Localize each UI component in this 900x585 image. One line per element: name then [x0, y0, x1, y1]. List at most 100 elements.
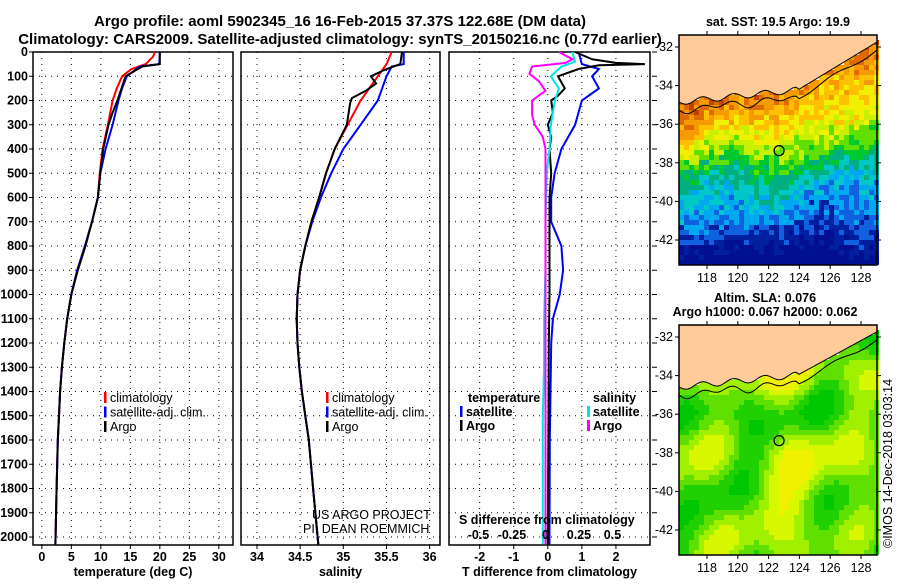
map-cell	[729, 430, 734, 435]
map-cell	[699, 175, 704, 180]
y-tick-label: 1700	[0, 457, 28, 471]
map-cell	[754, 95, 759, 100]
map-cell	[804, 190, 809, 195]
map-cell	[784, 230, 789, 235]
map-cell	[699, 185, 704, 190]
map-cell	[734, 390, 739, 395]
map-cell	[794, 430, 799, 435]
x-tick-label: 15	[123, 550, 137, 564]
map-cell	[859, 240, 864, 245]
map-cell	[779, 510, 784, 515]
map-cell	[779, 130, 784, 135]
map-cell	[759, 435, 764, 440]
map-cell	[759, 410, 764, 415]
map-cell	[859, 370, 864, 375]
map-cell	[824, 465, 829, 470]
map-cell	[754, 170, 759, 175]
map-cell	[834, 395, 839, 400]
map-cell	[714, 110, 719, 115]
map-cell	[764, 220, 769, 225]
map-cell	[819, 190, 824, 195]
map-cell	[714, 195, 719, 200]
map-cell	[719, 205, 724, 210]
map-cell	[719, 110, 724, 115]
map-cell	[824, 105, 829, 110]
map-cell	[829, 415, 834, 420]
map-cell	[739, 130, 744, 135]
map-cell	[739, 465, 744, 470]
map-cell	[729, 515, 734, 520]
map-cell	[719, 160, 724, 165]
map-cell	[859, 260, 864, 265]
map-cell	[844, 205, 849, 210]
map-cell	[834, 210, 839, 215]
map-cell	[769, 145, 774, 150]
map-cell	[784, 195, 789, 200]
lat-tick-label: -42	[655, 523, 673, 537]
map-cell	[709, 215, 714, 220]
map-cell	[829, 545, 834, 550]
lon-tick-label: 126	[820, 561, 841, 575]
map-cell	[759, 460, 764, 465]
map-cell	[864, 525, 869, 530]
map-cell	[839, 380, 844, 385]
map-cell	[749, 240, 754, 245]
map-cell	[799, 495, 804, 500]
map-cell	[844, 465, 849, 470]
map-cell	[804, 260, 809, 265]
map-cell	[739, 455, 744, 460]
map-cell	[844, 90, 849, 95]
map-cell	[839, 190, 844, 195]
map-cell	[759, 155, 764, 160]
map-cell	[769, 395, 774, 400]
map-cell	[744, 140, 749, 145]
map-cell	[734, 155, 739, 160]
map-cell	[824, 460, 829, 465]
map-cell	[849, 65, 854, 70]
map-cell	[684, 110, 689, 115]
map-cell	[799, 170, 804, 175]
map-cell	[809, 410, 814, 415]
map-cell	[809, 490, 814, 495]
map-cell	[684, 230, 689, 235]
map-cell	[854, 185, 859, 190]
map-cell	[694, 415, 699, 420]
map-cell	[699, 110, 704, 115]
map-cell	[699, 500, 704, 505]
map-cell	[729, 260, 734, 265]
map-cell	[754, 250, 759, 255]
map-cell	[864, 415, 869, 420]
map-cell	[844, 360, 849, 365]
map-cell	[774, 380, 779, 385]
map-cell	[759, 100, 764, 105]
map-cell	[744, 470, 749, 475]
map-cell	[839, 235, 844, 240]
map-cell	[824, 110, 829, 115]
map-cell	[824, 500, 829, 505]
map-cell	[694, 510, 699, 515]
map-cell	[734, 500, 739, 505]
map-cell	[764, 125, 769, 130]
map-cell	[869, 255, 874, 260]
map-cell	[694, 220, 699, 225]
map-cell	[729, 425, 734, 430]
map-cell	[834, 365, 839, 370]
map-cell	[684, 515, 689, 520]
map-cell	[869, 335, 874, 340]
map-cell	[694, 465, 699, 470]
map-cell	[839, 120, 844, 125]
map-cell	[834, 150, 839, 155]
map-cell	[714, 530, 719, 535]
map-cell	[799, 100, 804, 105]
y-tick-label: 0	[21, 45, 28, 59]
map-cell	[744, 160, 749, 165]
map-cell	[859, 205, 864, 210]
map-cell	[859, 380, 864, 385]
map-cell	[754, 230, 759, 235]
map-cell	[784, 120, 789, 125]
map-cell	[779, 420, 784, 425]
map-cell	[774, 545, 779, 550]
map-cell	[784, 95, 789, 100]
map-cell	[754, 175, 759, 180]
map-cell	[689, 170, 694, 175]
